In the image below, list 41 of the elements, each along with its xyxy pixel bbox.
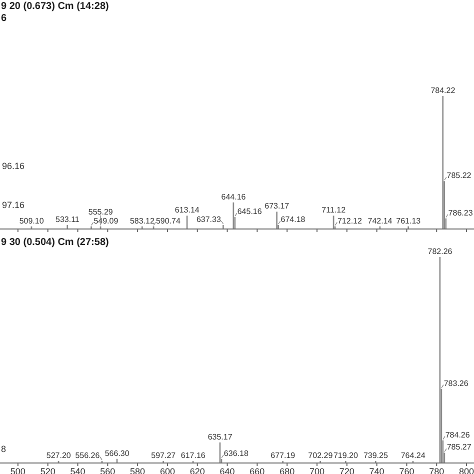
annotation: 764.24 [400, 450, 426, 460]
chart-subtitle: 6 [1, 13, 7, 24]
annotation: 583.12 [130, 216, 156, 226]
annotation: 785.27 [446, 442, 472, 452]
annotation: 784.26 [445, 430, 470, 440]
annotation: 677.19 [270, 450, 296, 460]
annotation: 645.16 [237, 207, 262, 216]
annotation: 782.26 [428, 247, 453, 256]
annotation: 617.16 [180, 450, 206, 460]
chart-title: 9 30 (0.504) Cm (27:58) [1, 237, 109, 248]
annotation: 566.30 [104, 448, 130, 458]
annotation: 673.17 [264, 202, 290, 211]
annotation: 555.29 [88, 207, 114, 216]
chart-title: 9 20 (0.673) Cm (14:28) [1, 1, 109, 12]
annotation: 613.14 [174, 206, 200, 215]
annotation: 783.26 [444, 378, 469, 388]
annotation: 97.16 [2, 200, 25, 210]
annotation: 509.10 [19, 216, 44, 226]
annotation: 761.13 [396, 216, 422, 226]
annotation: 533.11 [56, 215, 80, 224]
annotation: 674.18 [280, 215, 306, 224]
annotation: 590.74 [156, 216, 182, 226]
annotation: 549.09 [94, 216, 119, 226]
annotation: 785.22 [446, 171, 472, 180]
annotation: 719.20 [333, 450, 358, 460]
annotation: 635.17 [208, 432, 233, 442]
annotation: 711.12 [322, 206, 346, 215]
annotation: 644.16 [221, 192, 246, 202]
annotation: 636.18 [224, 448, 249, 458]
annotation: 556.26 [75, 450, 100, 460]
annotation: 712.12 [337, 216, 363, 226]
annotation: 8 [1, 444, 6, 454]
annotation: 637.33 [196, 215, 222, 224]
annotation: 742.14 [368, 216, 393, 226]
annotation: 786.23 [448, 208, 474, 218]
annotation: 597.27 [151, 450, 176, 460]
annotation: 96.16 [2, 161, 25, 171]
annotation: 527.20 [46, 450, 72, 460]
annotation: 702.29 [308, 450, 334, 460]
annotation: 739.25 [363, 450, 388, 460]
annotation: 784.22 [430, 86, 456, 95]
